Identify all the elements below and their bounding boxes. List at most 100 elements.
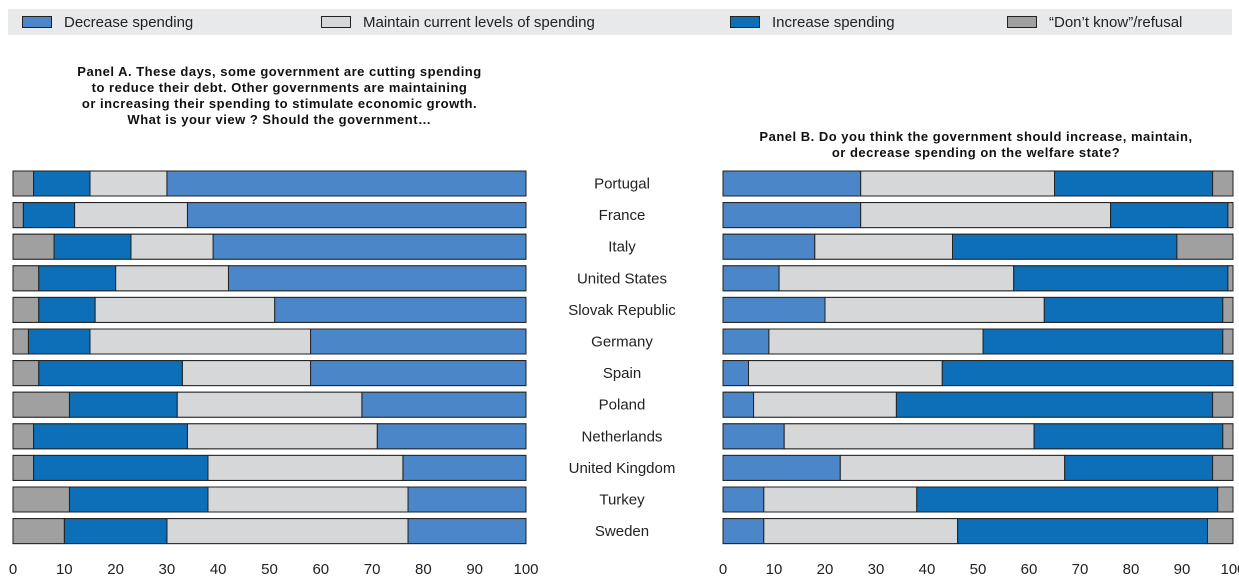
bar-segment [722,486,765,513]
bar-segment [94,296,276,323]
bar-segment [207,454,404,481]
bar-segment [839,454,1066,481]
axis-tick-label: 80 [415,561,432,578]
legend-label-decrease: Decrease spending [64,13,194,31]
bar-segment [166,170,527,197]
axis-tick-label: 100 [1220,561,1239,578]
bar-segment [186,202,527,229]
bar-segment [748,360,943,387]
axis-tick-label: 0 [719,561,727,578]
bar-segment [186,423,378,450]
bar-segment [12,296,40,323]
bar-segment [1222,328,1234,355]
bar-segment [89,328,312,355]
bar-segment [1064,454,1214,481]
bar-segment [982,328,1224,355]
bar-segment [12,391,70,418]
bar-segment [53,233,132,260]
category-label: Portugal [594,176,650,193]
panel-a-title-line: to reduce their debt. Other governments … [91,80,468,95]
bar-segment [22,202,76,229]
panel-b-title-line: Panel B. Do you think the government sho… [759,129,1193,144]
bar-segment [860,170,1056,197]
bar-segment [12,518,65,545]
bar-segment [63,518,168,545]
bar-segment [310,360,527,387]
bar-segment [1033,423,1224,450]
bar-segment [722,233,816,260]
bar-segment [722,391,755,418]
bar-segment [12,360,40,387]
legend-swatch-maintain [321,16,351,28]
bar-segment [68,486,209,513]
bar-segment [207,486,409,513]
bar-segment [1212,170,1234,197]
bar-segment [12,265,40,292]
axis-tick-label: 50 [261,561,278,578]
bar-segment [181,360,312,387]
axis-tick-label: 90 [1174,561,1191,578]
panel-b-title-line: or decrease spending on the welfare stat… [831,145,1121,160]
legend-label-dont-know: “Don’t know”/refusal [1049,13,1183,31]
bar-segment [1212,454,1234,481]
bar-segment [12,328,29,355]
bar-segment [722,170,862,197]
bar-segment [1222,423,1234,450]
bar-segment [38,265,117,292]
bar-segment [1217,486,1234,513]
legend-item-dont-know: “Don’t know”/refusal [1007,9,1182,35]
bar-segment [68,391,178,418]
bar-segment [33,170,91,197]
panel-a-title-line: Panel A. These days, some government are… [77,64,482,79]
bar-segment [166,518,409,545]
bar-segment [1207,518,1234,545]
category-label: Italy [608,239,636,256]
bar-segment [176,391,363,418]
axis-tick-label: 60 [1021,561,1038,578]
bar-segment [763,486,918,513]
bar-segment [12,233,55,260]
bar-segment [778,265,1015,292]
legend-swatch-increase [730,16,760,28]
bar-segment [753,391,897,418]
panel-a-title: Panel A. These days, some government are… [12,64,547,128]
bar-segment [274,296,527,323]
axis-tick-label: 10 [56,561,73,578]
legend-swatch-dont-know [1007,16,1037,28]
bar-segment [722,518,765,545]
bar-segment [783,423,1035,450]
legend-label-increase: Increase spending [772,13,895,31]
bar-segment [12,486,70,513]
bar-segment [860,202,1112,229]
bar-segment [12,454,35,481]
bar-segment [12,202,24,229]
category-label: Spain [603,365,641,382]
bar-segment [227,265,527,292]
bar-segment [1043,296,1224,323]
bar-segment [941,360,1234,387]
legend-item-maintain: Maintain current levels of spending [321,9,595,35]
bar-segment [115,265,229,292]
bar-segment [361,391,527,418]
bar-segment [27,328,91,355]
bar-segment [952,233,1178,260]
category-label: Slovak Republic [568,302,676,319]
axis-tick-label: 70 [1072,561,1089,578]
bar-segment [957,518,1208,545]
bar-segment [824,296,1045,323]
bar-segment [33,454,209,481]
legend-swatch-decrease [22,16,52,28]
bar-segment [722,423,785,450]
axis-tick-label: 90 [466,561,483,578]
legend: Decrease spending Maintain current level… [8,9,1232,35]
bar-segment [768,328,984,355]
bar-segment [722,265,780,292]
bar-segment [722,454,841,481]
category-label: Poland [599,397,646,414]
bar-segment [212,233,527,260]
bar-segment [722,360,749,387]
bar-segment [1227,202,1234,229]
bar-segment [12,423,35,450]
bar-segment [722,328,770,355]
legend-item-decrease: Decrease spending [22,9,193,35]
